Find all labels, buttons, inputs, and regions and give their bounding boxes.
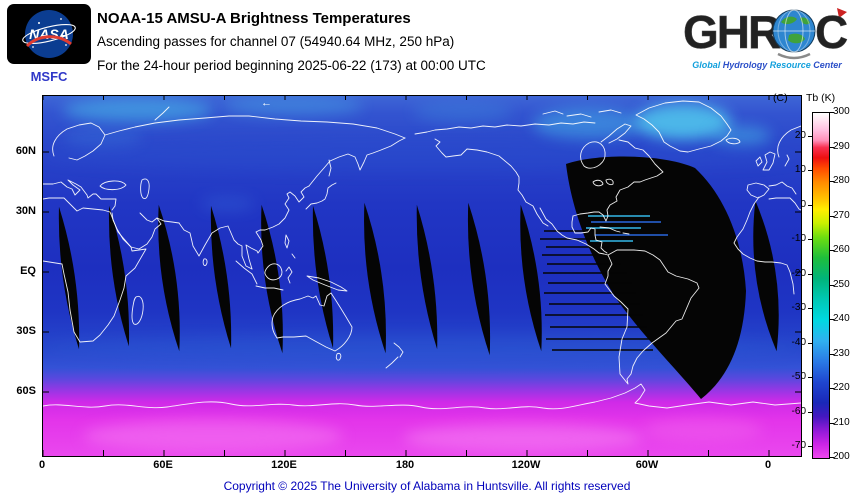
lon-label: 0	[38, 459, 46, 471]
lat-label: EQ	[20, 265, 36, 277]
colorbar-tick	[808, 204, 812, 206]
msfc-label: MSFC	[31, 69, 68, 84]
colorbar-kelvin-label: 240	[833, 313, 850, 324]
colorbar-tick	[808, 411, 812, 413]
colorbar-celsius-label: 0	[800, 198, 806, 210]
nasa-meatball-icon	[25, 10, 73, 58]
nasa-logo: NASA MSFC	[7, 4, 91, 84]
colorbar-celsius-label: -70	[791, 440, 806, 452]
colorbar-tick	[808, 239, 812, 241]
star-icon	[65, 44, 67, 46]
colorbar-tick	[808, 273, 812, 275]
colorbar-celsius-label: -10	[791, 233, 806, 245]
map-canvas: ←	[42, 95, 802, 457]
colorbar-celsius-label: 20	[794, 129, 806, 141]
title-block: NOAA-15 AMSU-A Brightness Temperatures A…	[97, 6, 486, 73]
colorbar-tick	[830, 146, 834, 148]
lat-label: 30N	[15, 205, 36, 217]
red-arrow-icon	[837, 8, 847, 18]
colorbar-kelvin-label: 300	[833, 106, 850, 117]
ghrc-letters-left: GHR	[683, 6, 781, 58]
colorbar-celsius-label: -30	[791, 302, 806, 314]
colorbar-celsius-label: -20	[791, 267, 806, 279]
colorbar-title-celsius: (C)	[773, 92, 788, 104]
scan-direction-arrow-icon: ←	[261, 97, 272, 109]
colorbar-kelvin-label: 230	[833, 347, 850, 359]
colorbar-celsius-label: 10	[794, 164, 806, 176]
lat-label: 60N	[15, 145, 36, 157]
colorbar-tick	[808, 446, 812, 448]
star-icon	[38, 22, 40, 24]
colorbar-tick	[830, 422, 834, 424]
globe-icon	[772, 9, 816, 53]
ghrc-tagline: Global Hydrology Resource Center	[692, 60, 842, 70]
globe-stand-icon	[777, 52, 811, 60]
lat-label: 60S	[16, 385, 36, 397]
star-icon	[32, 46, 34, 48]
colorbar-tick	[830, 250, 834, 251]
ghrc-letters-right: C	[815, 6, 848, 58]
colorbar-tick	[830, 388, 834, 389]
colorbar-tick	[830, 353, 834, 355]
colorbar-tick	[830, 457, 834, 458]
colorbar-gradient	[812, 112, 830, 459]
lon-label: 0	[764, 459, 772, 471]
colorbar-tick	[808, 170, 812, 172]
page-period: For the 24-hour period beginning 2025-06…	[97, 58, 486, 73]
lon-label: 60E	[153, 459, 173, 471]
page-title: NOAA-15 AMSU-A Brightness Temperatures	[97, 10, 411, 27]
colorbar-kelvin-label: 200	[833, 451, 850, 462]
colorbar-tick	[830, 112, 834, 113]
colorbar-title-kelvin: Tb (K)	[806, 92, 836, 104]
lon-label: 60W	[635, 459, 659, 471]
colorbar-celsius-label: -40	[791, 336, 806, 348]
colorbar-tick	[830, 319, 834, 320]
footer-copyright: Copyright © 2025 The University of Alaba…	[223, 479, 631, 493]
colorbar-celsius-label: -50	[791, 371, 806, 383]
lon-label: 120W	[511, 459, 541, 471]
lon-label: 180	[395, 459, 415, 471]
colorbar-celsius-label: -60	[791, 405, 806, 417]
colorbar-tick	[808, 135, 812, 137]
colorbar-kelvin-label: 220	[833, 382, 850, 393]
colorbar-kelvin-label: 210	[833, 416, 850, 428]
colorbar-tick	[808, 342, 812, 344]
star-icon	[60, 18, 62, 20]
ghrc-logo: GHR C Global Hydrology Resource Center	[683, 6, 849, 70]
nasa-swoosh-icon	[25, 35, 72, 48]
colorbar-tick	[830, 181, 834, 182]
orbit-icon	[22, 24, 76, 44]
colorbar-kelvin-label: 280	[833, 175, 850, 186]
colorbar-kelvin-label: 290	[833, 140, 850, 152]
colorbar-tick	[808, 308, 812, 310]
colorbar-tick	[808, 377, 812, 379]
colorbar-kelvin-label: 260	[833, 244, 850, 255]
colorbar-kelvin-label: 270	[833, 209, 850, 221]
lat-label: 30S	[16, 325, 36, 337]
colorbar-tick	[830, 215, 834, 217]
colorbar-kelvin-label: 250	[833, 278, 850, 290]
page-subtitle: Ascending passes for channel 07 (54940.6…	[97, 34, 455, 49]
colorbar-tick	[830, 284, 834, 286]
lon-label: 120E	[271, 459, 297, 471]
